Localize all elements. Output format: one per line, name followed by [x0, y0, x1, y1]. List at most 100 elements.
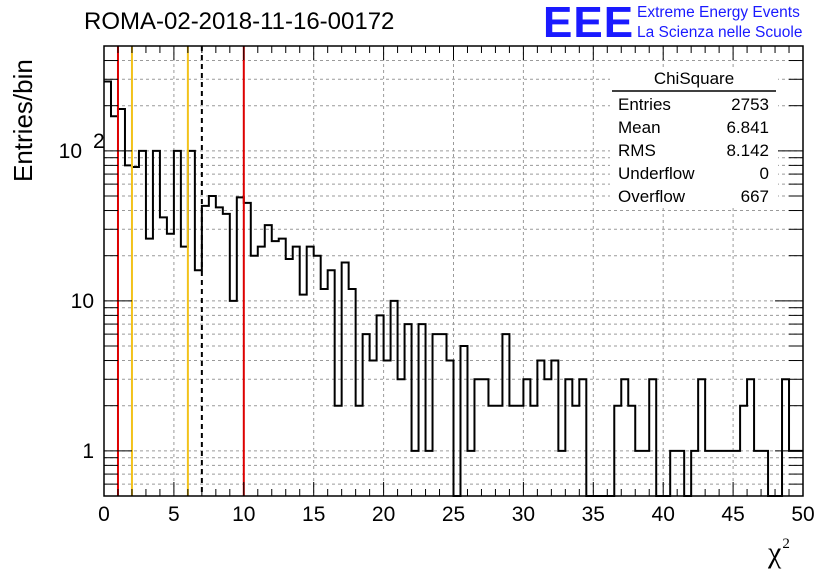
stats-row-value: 2753 [731, 95, 769, 114]
marker-lines-layer [116, 46, 245, 496]
stats-row-value: 8.142 [726, 141, 769, 160]
histogram-bin [328, 46, 335, 496]
y-tick-label: 1 [82, 440, 94, 463]
x-tick-label: 0 [98, 503, 110, 526]
histogram-bin [188, 46, 195, 496]
x-axis-label-main: χ [768, 536, 782, 569]
logo-line-1: Extreme Energy Events [637, 4, 800, 21]
y-tick-label-sup: 2 [93, 130, 105, 153]
histogram-bin [265, 46, 272, 496]
histogram-bin [586, 46, 593, 496]
histogram-bin [419, 46, 426, 496]
stats-row-label: Underflow [618, 164, 695, 183]
x-tick-label: 15 [302, 503, 325, 526]
histogram-bin [174, 46, 181, 496]
histogram-bin [279, 46, 286, 496]
histogram-bin [293, 46, 300, 496]
histogram-bin [530, 46, 537, 496]
x-tick-label: 30 [512, 503, 535, 526]
x-tick-label: 10 [232, 503, 255, 526]
histogram-bin [349, 46, 356, 496]
x-tick-label: 45 [721, 503, 744, 526]
x-tick-label: 50 [791, 503, 814, 526]
x-tick-label: 20 [372, 503, 395, 526]
histogram-bin [321, 46, 328, 496]
histogram-bin [460, 46, 467, 496]
stats-box: ChiSquare Entries 2753 Mean 6.841 RMS 8.142 Und… [610, 68, 778, 208]
histogram-bin [481, 46, 488, 496]
histogram-bin [537, 46, 544, 496]
histogram-bin [251, 46, 258, 496]
histogram-bin [272, 46, 279, 496]
histogram-bin [565, 46, 572, 496]
histogram-bin [230, 46, 237, 496]
stats-row-value: 0 [760, 164, 769, 183]
histogram-bin [405, 46, 412, 496]
histogram-bin [195, 46, 202, 496]
stats-row-label: Mean [618, 118, 661, 137]
histogram-bin [796, 46, 803, 496]
histogram-bin [440, 46, 447, 496]
histogram-bin [600, 46, 607, 496]
histogram-bin [132, 46, 139, 496]
histogram-bin [363, 46, 370, 496]
stats-row-label: Overflow [618, 187, 686, 206]
histogram-bin [146, 46, 153, 496]
histogram-bin [342, 46, 349, 496]
histogram-bin [314, 46, 321, 496]
y-tick-label: 10 [59, 140, 82, 163]
histogram-bin [216, 46, 223, 496]
stats-row-label: Entries [618, 95, 671, 114]
histogram-bin [502, 46, 509, 496]
histogram-bin [377, 46, 384, 496]
histogram-bin [433, 46, 440, 496]
histogram-bin [412, 46, 419, 496]
histogram-bin [391, 46, 398, 496]
histogram-bin [244, 46, 251, 496]
histogram-bin [474, 46, 481, 496]
y-tick-label: 10 [71, 290, 94, 313]
histogram-bin [104, 46, 111, 496]
histogram-bin [167, 46, 174, 496]
histogram-bin [509, 46, 516, 496]
histogram-bin [286, 46, 293, 496]
eee-logo: EEE [543, 0, 635, 47]
histogram-bin [447, 46, 454, 496]
histogram-bin [516, 46, 523, 496]
chart-title: ROMA-02-2018-11-16-00172 [84, 8, 395, 35]
histogram-bin [544, 46, 551, 496]
x-tick-label: 25 [442, 503, 465, 526]
histogram-bin [139, 46, 146, 496]
histogram-bin [356, 46, 363, 496]
histogram-bin [782, 46, 789, 496]
histogram-bin [111, 46, 118, 496]
stats-row-label: RMS [618, 141, 656, 160]
histogram-bin [160, 46, 167, 496]
histogram-bin [237, 46, 244, 496]
histogram-bin [495, 46, 502, 496]
histogram-bin [593, 46, 600, 496]
histogram-bin [572, 46, 579, 496]
histogram-bin [181, 46, 188, 496]
stats-row-value: 6.841 [726, 118, 769, 137]
stats-title: ChiSquare [654, 69, 734, 88]
histogram-bin [454, 46, 461, 496]
logo-line-2: La Scienza nelle Scuole [637, 24, 803, 41]
x-tick-label: 35 [582, 503, 605, 526]
histogram-bin [426, 46, 433, 496]
histogram-bin [223, 46, 230, 496]
x-tick-label: 5 [168, 503, 180, 526]
stats-row-value: 667 [741, 187, 769, 206]
histogram-bin [153, 46, 160, 496]
histogram-bin [384, 46, 391, 496]
histogram-bin [558, 46, 565, 496]
x-tick-label: 40 [652, 503, 675, 526]
histogram-bin [258, 46, 265, 496]
axes-layer: 0 5 10 15 20 25 30 35 40 45 50 1 10 10 2 [59, 45, 815, 526]
histogram-bin [523, 46, 530, 496]
histogram-bin [118, 46, 125, 496]
x-axis-label-sup: 2 [782, 536, 790, 552]
histogram-bin [467, 46, 474, 496]
histogram-bin [300, 46, 307, 496]
